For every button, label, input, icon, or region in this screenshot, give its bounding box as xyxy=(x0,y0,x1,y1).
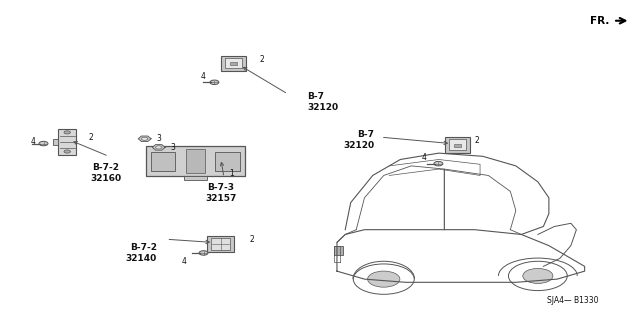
Text: 2: 2 xyxy=(475,137,479,145)
Bar xyxy=(151,152,175,171)
Circle shape xyxy=(210,80,219,85)
Circle shape xyxy=(353,264,414,294)
Circle shape xyxy=(39,141,48,146)
Text: B-7
32120: B-7 32120 xyxy=(343,130,374,151)
Circle shape xyxy=(141,137,148,140)
Text: 2: 2 xyxy=(259,55,264,63)
Bar xyxy=(445,137,470,153)
Polygon shape xyxy=(152,145,165,150)
Circle shape xyxy=(199,251,208,255)
Text: 1: 1 xyxy=(229,169,234,178)
Text: 2: 2 xyxy=(250,235,254,244)
Bar xyxy=(454,144,461,147)
Circle shape xyxy=(523,268,553,284)
Bar xyxy=(58,129,76,155)
Text: 3: 3 xyxy=(170,143,175,152)
Text: B-7-3
32157: B-7-3 32157 xyxy=(205,183,237,203)
Text: 4: 4 xyxy=(182,257,187,266)
Bar xyxy=(449,139,466,150)
Text: 4: 4 xyxy=(201,72,206,81)
Circle shape xyxy=(64,150,70,153)
Text: SJA4— B1330: SJA4— B1330 xyxy=(547,296,598,305)
Circle shape xyxy=(434,161,443,166)
Text: B-7
32120: B-7 32120 xyxy=(307,92,339,112)
Bar xyxy=(207,236,234,252)
Text: 2: 2 xyxy=(88,133,93,142)
Bar xyxy=(215,152,240,171)
Circle shape xyxy=(64,131,70,134)
Text: FR.: FR. xyxy=(590,16,609,26)
Bar xyxy=(146,146,244,176)
Text: 4: 4 xyxy=(31,137,36,146)
Polygon shape xyxy=(138,136,151,142)
Circle shape xyxy=(367,271,400,287)
Bar xyxy=(221,56,246,71)
Circle shape xyxy=(508,261,567,291)
Circle shape xyxy=(156,146,162,149)
Text: B-7-2
32160: B-7-2 32160 xyxy=(90,163,121,183)
Bar xyxy=(225,58,242,68)
Bar xyxy=(230,62,237,65)
Text: 3: 3 xyxy=(156,134,161,143)
Bar xyxy=(334,246,343,255)
Bar xyxy=(184,176,207,180)
Text: B-7-2
32140: B-7-2 32140 xyxy=(125,243,157,263)
Bar xyxy=(53,139,58,145)
Bar xyxy=(211,238,230,250)
Text: 4: 4 xyxy=(421,153,426,162)
Bar xyxy=(186,149,205,173)
